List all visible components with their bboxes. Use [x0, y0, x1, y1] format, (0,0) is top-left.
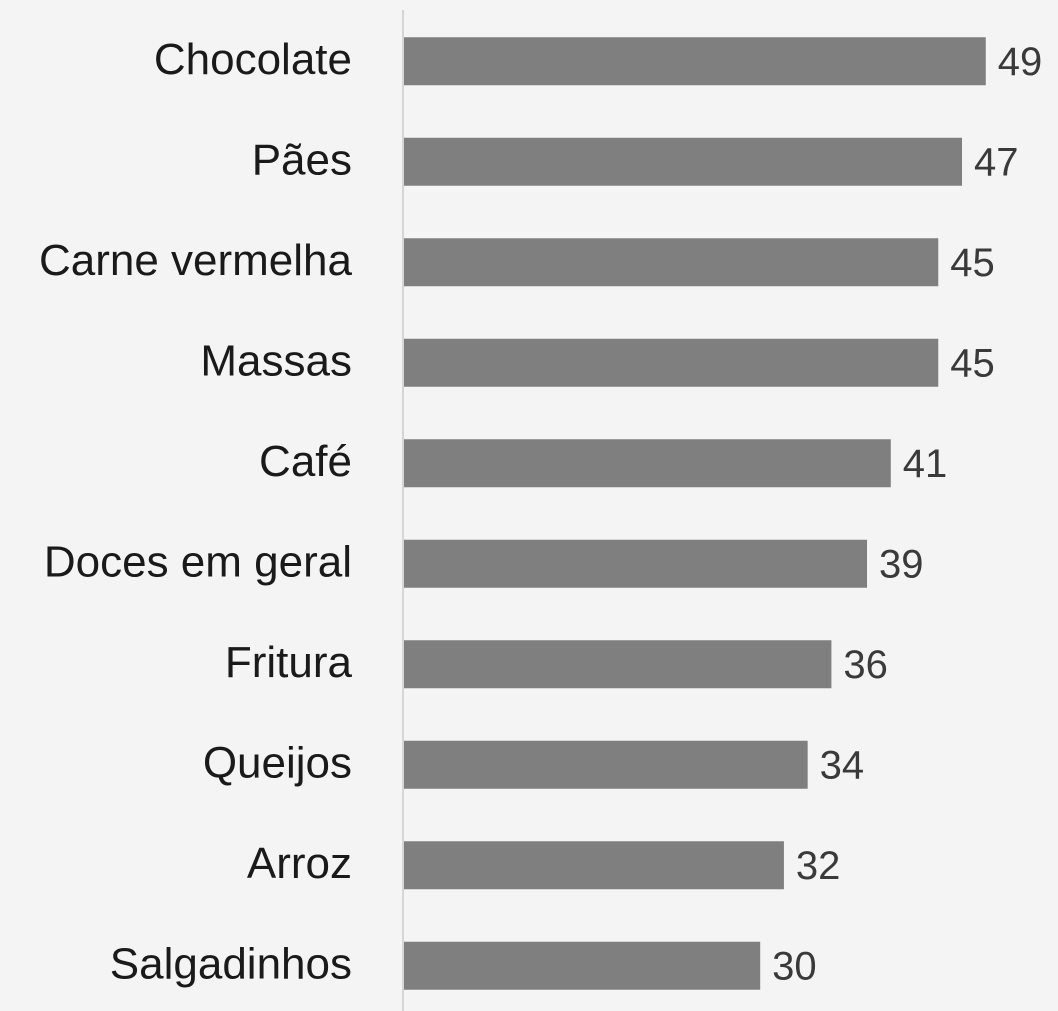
bar [404, 37, 986, 86]
bar [404, 640, 832, 689]
category-label: Café [259, 437, 352, 486]
value-label: 34 [820, 743, 865, 787]
value-label: 47 [974, 140, 1019, 184]
category-label: Massas [200, 336, 352, 385]
value-label: 45 [950, 241, 995, 285]
category-label: Chocolate [154, 35, 352, 84]
bar [404, 439, 891, 488]
bar [404, 841, 784, 890]
bar [404, 539, 868, 588]
category-label: Arroz [247, 839, 352, 888]
value-label: 39 [879, 542, 924, 586]
bar [404, 238, 939, 287]
value-label: 30 [772, 944, 817, 988]
value-label: 49 [998, 40, 1043, 84]
category-label: Salgadinhos [110, 939, 352, 988]
bar [404, 941, 761, 990]
value-label: 32 [796, 844, 841, 888]
category-label: Carne vermelha [39, 236, 353, 285]
value-label: 36 [843, 643, 888, 687]
value-label: 41 [903, 442, 948, 486]
bar [404, 338, 939, 387]
category-label: Pães [252, 135, 352, 184]
category-label: Doces em geral [44, 537, 352, 586]
category-label: Queijos [203, 738, 352, 787]
category-label: Fritura [225, 638, 353, 687]
bar [404, 137, 963, 186]
bar [404, 740, 808, 789]
value-label: 45 [950, 341, 995, 385]
